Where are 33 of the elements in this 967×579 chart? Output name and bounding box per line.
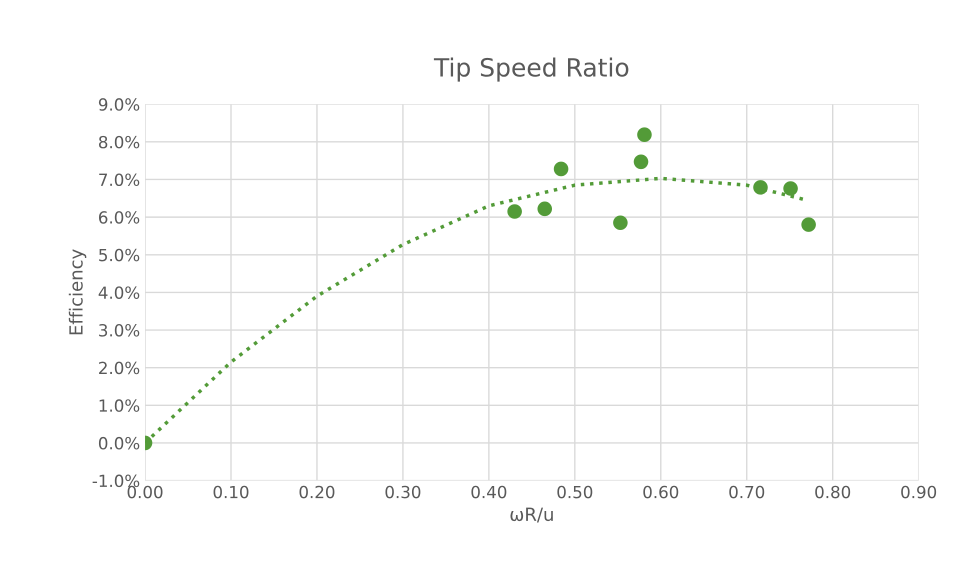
point <box>554 162 568 176</box>
point <box>801 217 816 232</box>
x-tick-label: 0.90 <box>901 486 936 498</box>
y-tick-label: 1.0% <box>100 399 140 412</box>
y-tick-label: 4.0% <box>98 286 140 299</box>
x-tick-label: 0.30 <box>385 486 420 498</box>
point <box>783 181 798 196</box>
y-tick-label: 9.0% <box>98 98 140 111</box>
chart-title: Tip Speed Ratio <box>434 57 628 82</box>
point <box>507 204 522 219</box>
y-tick-label: 8.0% <box>98 136 140 148</box>
point <box>613 215 628 230</box>
y-tick-label: 5.0% <box>99 248 140 262</box>
point <box>753 180 768 195</box>
point <box>537 202 552 216</box>
y-tick-label: 6.0% <box>99 211 140 224</box>
point <box>637 127 652 142</box>
y-tick-label: 7.0% <box>99 173 140 186</box>
point <box>634 154 648 170</box>
x-tick-label: 0.80 <box>815 486 850 498</box>
x-axis-title: ωR/u <box>510 508 553 523</box>
y-tick-label: 3.0% <box>99 324 140 337</box>
x-tick-label: 0.50 <box>557 486 592 498</box>
x-tick-label: 0.40 <box>471 486 506 498</box>
y-axis-title: Efficiency <box>68 249 86 334</box>
x-tick-label: 0.10 <box>214 486 248 498</box>
x-tick-label: 0.60 <box>643 486 678 498</box>
x-tick-label: 0.20 <box>300 486 334 498</box>
x-tick-label: 0.00 <box>128 486 162 498</box>
y-tick-label: 0.0% <box>98 436 140 450</box>
y-tick-label: 2.0% <box>99 362 140 374</box>
y-tick-label: -1.0% <box>92 474 140 488</box>
x-tick-label: 0.70 <box>729 486 764 498</box>
